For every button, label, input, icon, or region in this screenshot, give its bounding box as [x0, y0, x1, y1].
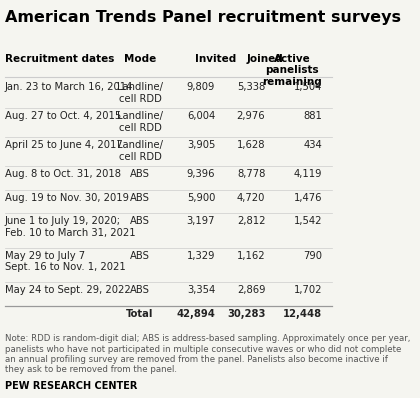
Text: 1,504: 1,504 [294, 82, 322, 92]
Text: Landline/
cell RDD: Landline/ cell RDD [117, 140, 163, 162]
Text: 9,809: 9,809 [187, 82, 215, 92]
Text: ABS: ABS [130, 193, 150, 203]
Text: Mode: Mode [124, 54, 156, 64]
Text: 3,354: 3,354 [187, 285, 215, 295]
Text: 1,476: 1,476 [294, 193, 322, 203]
Text: 3,905: 3,905 [187, 140, 215, 150]
Text: April 25 to June 4, 2017: April 25 to June 4, 2017 [5, 140, 123, 150]
Text: 1,702: 1,702 [294, 285, 322, 295]
Text: 3,197: 3,197 [187, 217, 215, 226]
Text: ABS: ABS [130, 169, 150, 179]
Text: Joined: Joined [247, 54, 284, 64]
Text: PEW RESEARCH CENTER: PEW RESEARCH CENTER [5, 381, 137, 391]
Text: 4,720: 4,720 [237, 193, 265, 203]
Text: Jan. 23 to March 16, 2014: Jan. 23 to March 16, 2014 [5, 82, 133, 92]
Text: 30,283: 30,283 [227, 309, 265, 319]
Text: 4,119: 4,119 [294, 169, 322, 179]
Text: 2,976: 2,976 [237, 111, 265, 121]
Text: 5,900: 5,900 [187, 193, 215, 203]
Text: Note: RDD is random-digit dial; ABS is address-based sampling. Approximately onc: Note: RDD is random-digit dial; ABS is a… [5, 334, 410, 375]
Text: Landline/
cell RDD: Landline/ cell RDD [117, 111, 163, 133]
Text: Recruitment dates: Recruitment dates [5, 54, 114, 64]
Text: 12,448: 12,448 [283, 309, 322, 319]
Text: 5,338: 5,338 [237, 82, 265, 92]
Text: American Trends Panel recruitment surveys: American Trends Panel recruitment survey… [5, 10, 401, 25]
Text: 2,812: 2,812 [237, 217, 265, 226]
Text: 42,894: 42,894 [176, 309, 215, 319]
Text: Aug. 19 to Nov. 30, 2019: Aug. 19 to Nov. 30, 2019 [5, 193, 129, 203]
Text: Invited: Invited [194, 54, 236, 64]
Text: 6,004: 6,004 [187, 111, 215, 121]
Text: 1,162: 1,162 [237, 251, 265, 261]
Text: ABS: ABS [130, 217, 150, 226]
Text: May 24 to Sept. 29, 2022: May 24 to Sept. 29, 2022 [5, 285, 131, 295]
Text: 434: 434 [303, 140, 322, 150]
Text: Active
panelists
remaining: Active panelists remaining [262, 54, 322, 87]
Text: June 1 to July 19, 2020;
Feb. 10 to March 31, 2021: June 1 to July 19, 2020; Feb. 10 to Marc… [5, 217, 135, 238]
Text: 1,542: 1,542 [294, 217, 322, 226]
Text: 790: 790 [303, 251, 322, 261]
Text: 2,869: 2,869 [237, 285, 265, 295]
Text: Total: Total [126, 309, 154, 319]
Text: 1,628: 1,628 [237, 140, 265, 150]
Text: ABS: ABS [130, 251, 150, 261]
Text: 9,396: 9,396 [187, 169, 215, 179]
Text: 881: 881 [303, 111, 322, 121]
Text: ABS: ABS [130, 285, 150, 295]
Text: May 29 to July 7
Sept. 16 to Nov. 1, 2021: May 29 to July 7 Sept. 16 to Nov. 1, 202… [5, 251, 126, 272]
Text: Aug. 8 to Oct. 31, 2018: Aug. 8 to Oct. 31, 2018 [5, 169, 121, 179]
Text: Aug. 27 to Oct. 4, 2015: Aug. 27 to Oct. 4, 2015 [5, 111, 121, 121]
Text: Landline/
cell RDD: Landline/ cell RDD [117, 82, 163, 104]
Text: 8,778: 8,778 [237, 169, 265, 179]
Text: 1,329: 1,329 [187, 251, 215, 261]
